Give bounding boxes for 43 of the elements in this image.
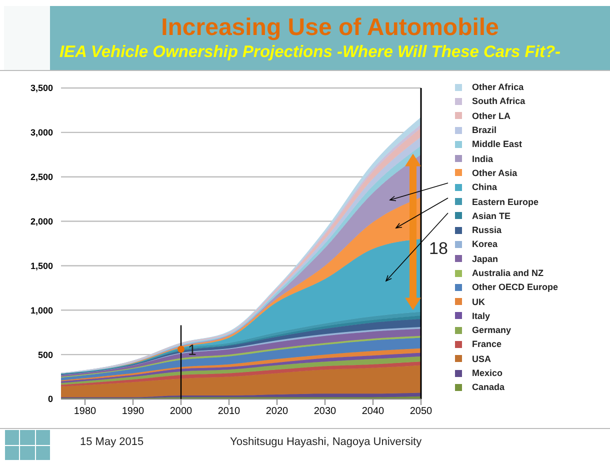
text: 15 May 2015 xyxy=(80,436,144,448)
legend-label: Italy xyxy=(471,310,492,323)
legend-label: Other LA xyxy=(471,110,512,123)
x-tick-label: 2040 xyxy=(362,406,385,418)
legend-label: Canada xyxy=(471,381,506,394)
legend-label: France xyxy=(471,338,503,352)
legend-label: Other Asia xyxy=(471,166,518,180)
x-tick-label: 1990 xyxy=(122,406,145,418)
legend-label: Germany xyxy=(471,324,512,338)
legend-label: South Africa xyxy=(471,95,526,108)
legend-label: China xyxy=(471,181,498,194)
y-tick-label: 1,000 xyxy=(30,305,53,316)
y-tick-label: 3,000 xyxy=(30,128,53,138)
legend-label: USA xyxy=(471,352,492,366)
legend-label: Korea xyxy=(471,238,499,252)
x-tick-label: 2020 xyxy=(266,406,289,418)
y-tick-label: 1,500 xyxy=(30,260,53,271)
y-tick-label: 2,000 xyxy=(30,216,53,226)
legend-label: Other Africa xyxy=(471,81,525,94)
x-tick-label: 2050 xyxy=(410,406,433,418)
legend-label: Asian TE xyxy=(471,210,512,223)
chart-title: Increasing Use of Automobile xyxy=(160,14,500,42)
legend-label: Russia xyxy=(471,224,503,238)
y-tick-label: 2,500 xyxy=(30,172,53,182)
chart-subtitle: IEA Vehicle Ownership Projections -Where Will These Cars Fit?- xyxy=(58,43,562,62)
y-tick-label: 500 xyxy=(38,350,53,360)
y-tick-label: 0 xyxy=(48,394,53,404)
x-tick-label: 2030 xyxy=(314,406,337,418)
text: Yoshitsugu Hayashi, Nagoya University xyxy=(230,436,422,448)
x-tick-label: 1980 xyxy=(74,406,97,418)
legend-label: UK xyxy=(471,296,486,309)
y-tick-label: 3,500 xyxy=(30,83,53,94)
legend-label: Mexico xyxy=(471,367,504,380)
x-tick-label: 2010 xyxy=(218,406,241,418)
legend-label: Brazil xyxy=(471,124,498,138)
annotation: 18 xyxy=(429,238,448,258)
legend-label: India xyxy=(471,152,494,166)
x-tick-label: 2000 xyxy=(170,406,193,418)
legend-label: Australia and NZ xyxy=(471,267,545,280)
legend-label: Other OECD Europe xyxy=(471,281,558,294)
legend-label: Japan xyxy=(471,252,500,266)
legend-label: Middle East xyxy=(471,138,524,152)
legend-label: Eastern Europe xyxy=(471,196,540,209)
